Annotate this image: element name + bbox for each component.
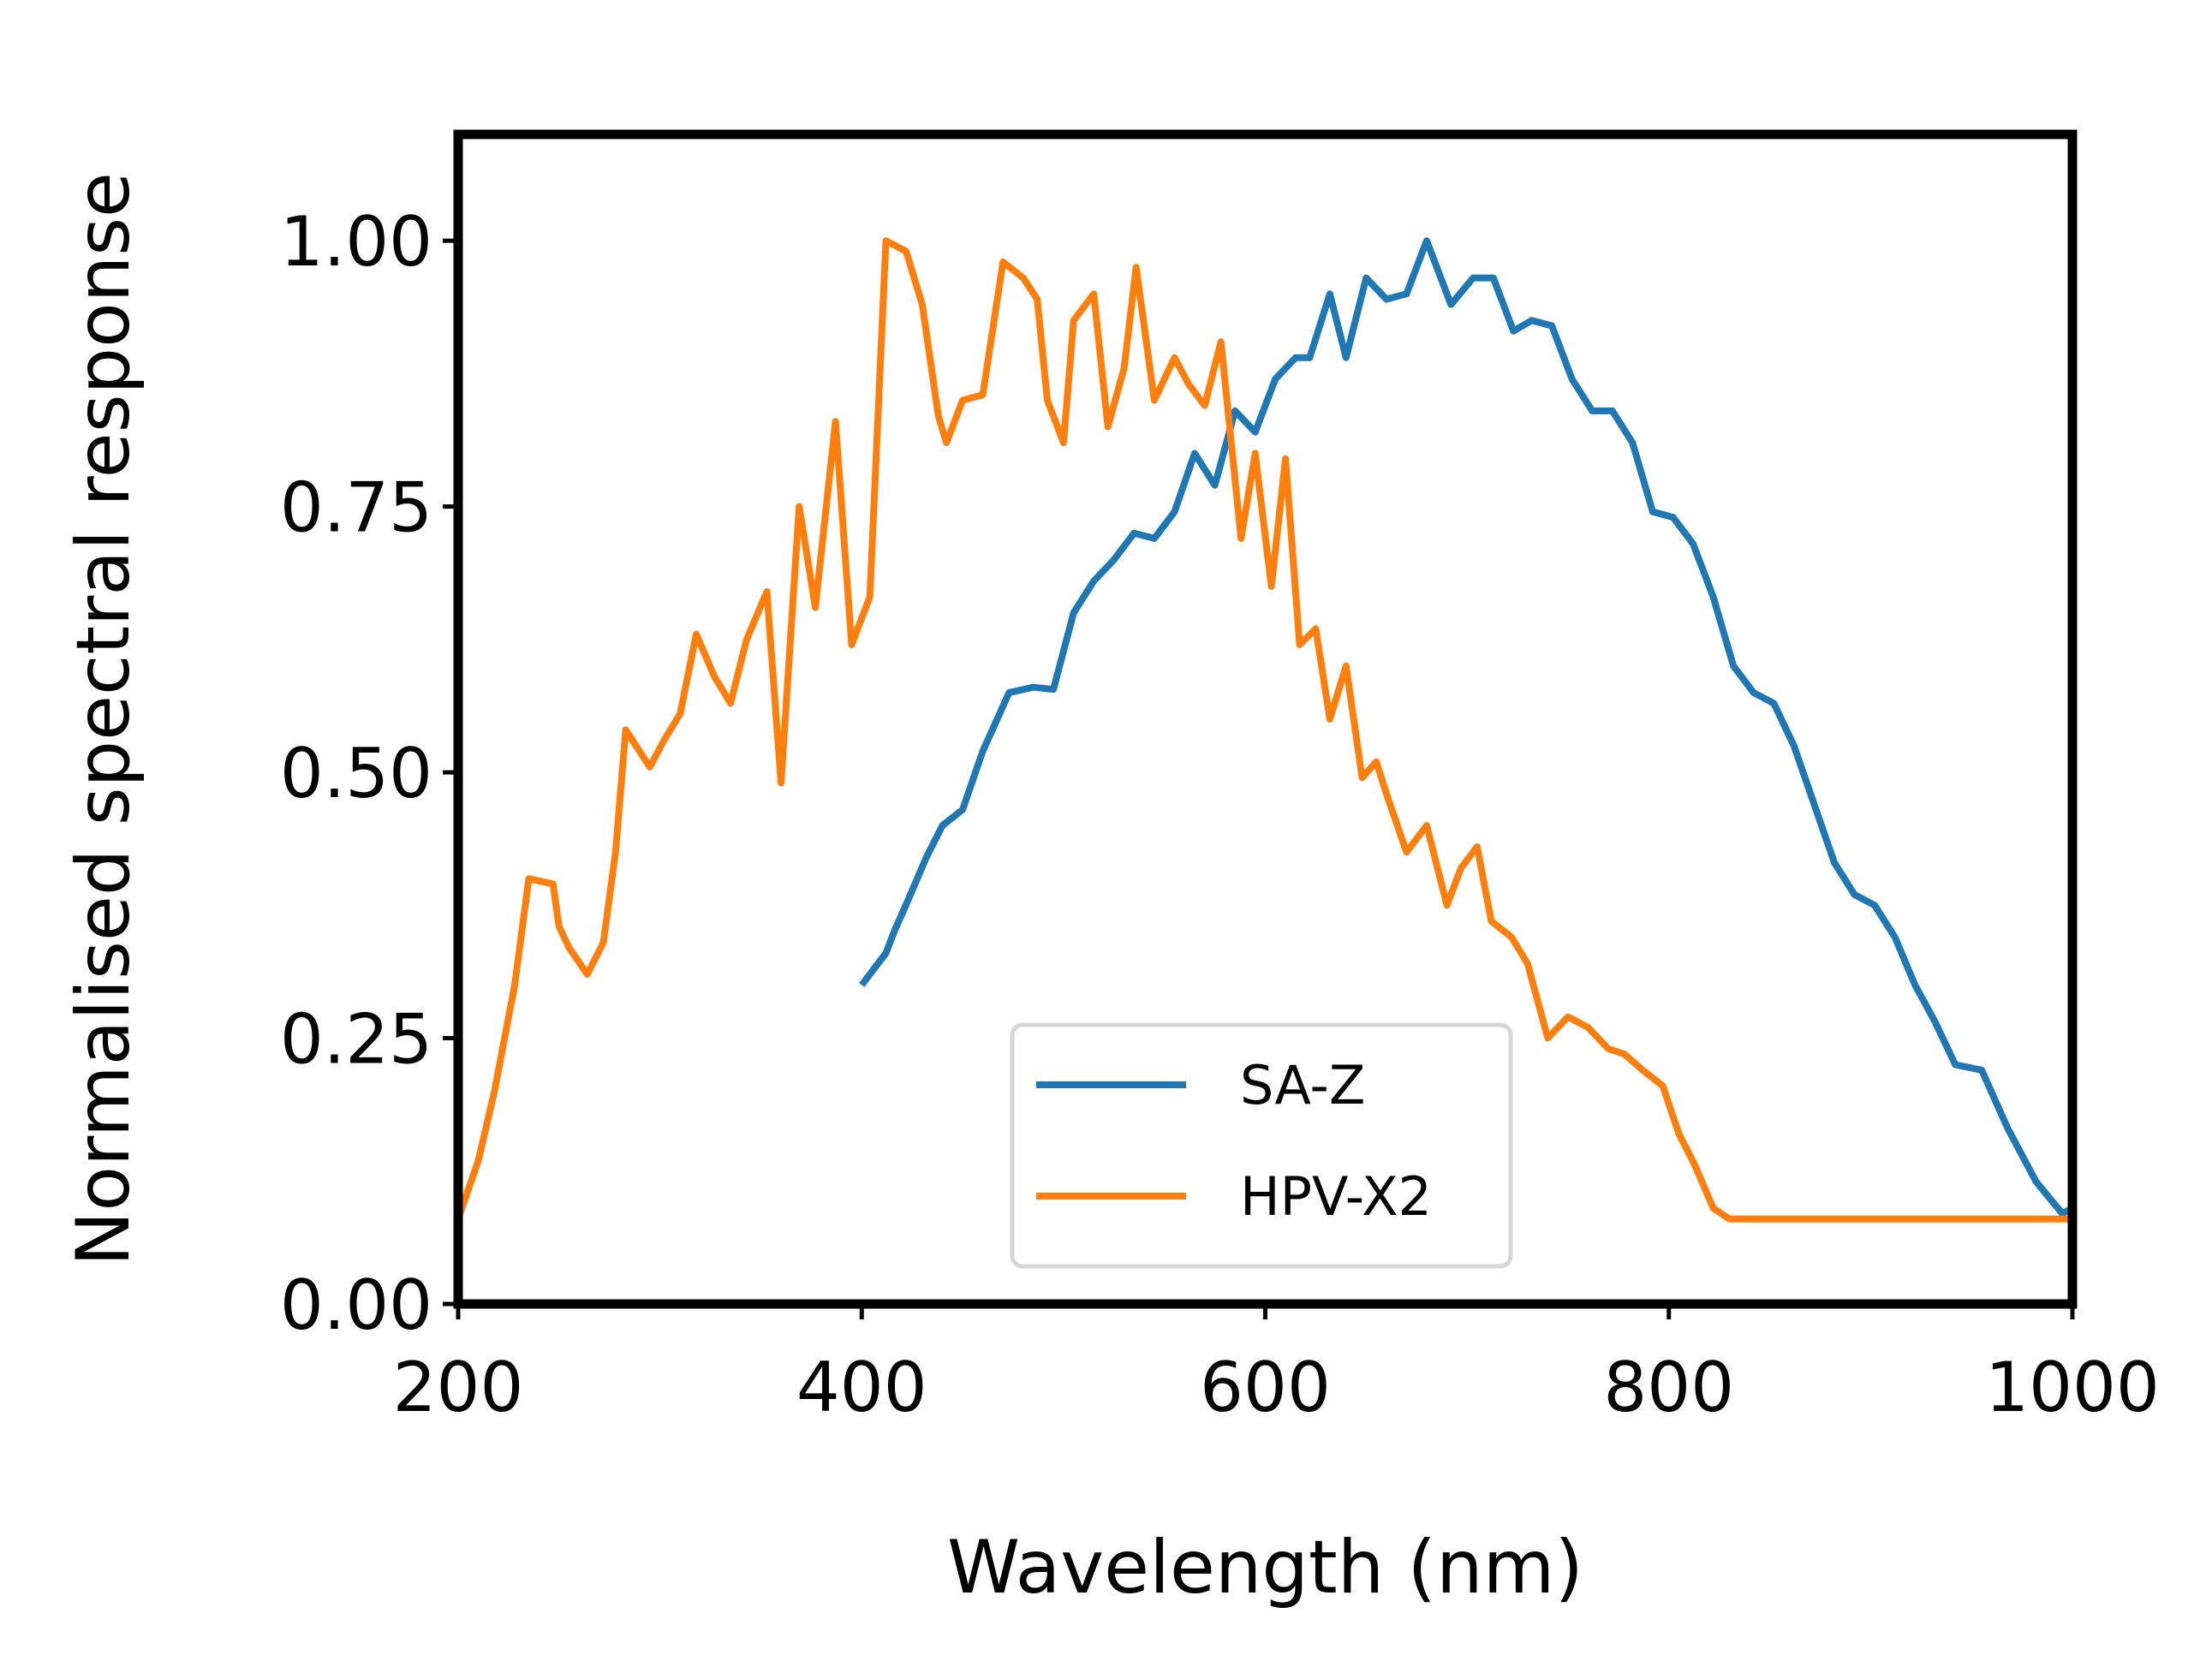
plot-frame: [453, 129, 2078, 1309]
y-tick-label: 0.75: [280, 468, 432, 548]
series-line-hpv-x2: [458, 237, 2072, 1223]
x-tick-label: 600: [1200, 1348, 1331, 1427]
y-tick-label: 0.00: [280, 1265, 432, 1345]
x-axis-label: Wavelength (nm): [947, 1525, 1583, 1610]
y-tick-label: 1.00: [280, 202, 432, 282]
legend-label-sa-z: SA-Z: [1240, 1054, 1365, 1116]
series-line-sa-z: [859, 237, 2072, 1217]
y-axis-label: Normalised spectral response: [61, 172, 146, 1266]
y-tick-label: 0.25: [280, 1000, 432, 1080]
tick-layer: 200 400 600 800 1000 0.00 0.25 0.50 0.75 1.00: [280, 202, 2160, 1427]
series-layer: [458, 237, 2072, 1223]
x-tick-label: 800: [1603, 1348, 1734, 1427]
x-tick-label: 400: [796, 1348, 927, 1427]
x-tick-label: 200: [393, 1348, 524, 1427]
legend-label-hpv-x2: HPV-X2: [1240, 1165, 1432, 1228]
x-tick-label: 1000: [1985, 1348, 2160, 1427]
y-tick-label: 0.50: [280, 734, 432, 813]
legend: SA-Z HPV-X2: [1010, 1022, 1513, 1269]
